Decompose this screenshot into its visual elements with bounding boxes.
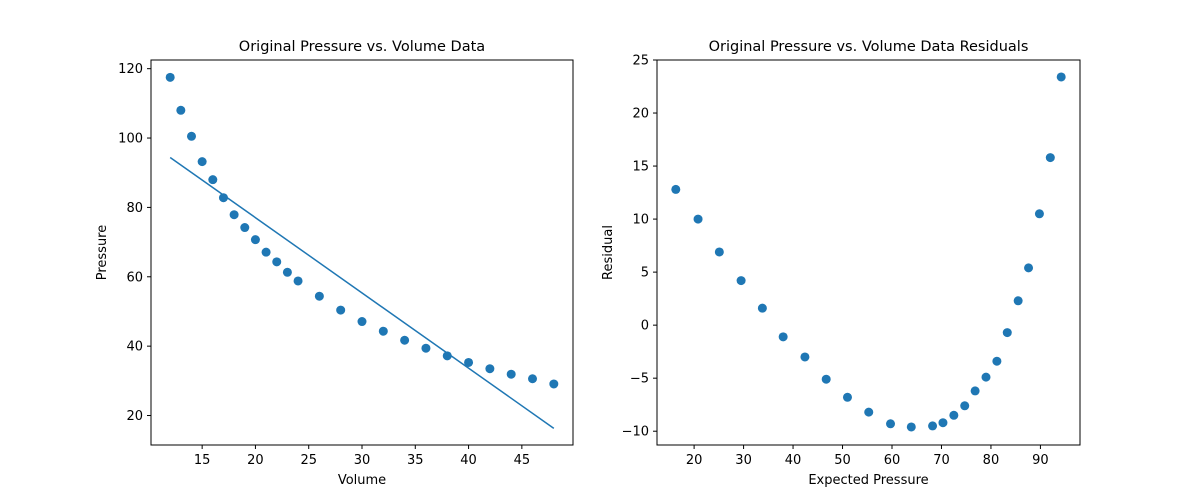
x-tick-label: 30	[735, 453, 752, 468]
data-point	[506, 369, 516, 379]
data-point	[992, 356, 1002, 366]
data-point	[442, 351, 452, 361]
data-point	[314, 291, 324, 301]
data-marks	[165, 72, 559, 429]
x-axis-label: Volume	[338, 473, 386, 488]
pressure-volume-panel: Original Pressure vs. Volume Data Volume…	[95, 39, 574, 488]
data-point	[1034, 209, 1044, 219]
x-tick-label: 30	[354, 453, 371, 468]
data-point	[714, 247, 724, 257]
data-point	[240, 223, 250, 233]
data-point	[464, 357, 474, 367]
y-tick-label: 15	[632, 160, 649, 175]
data-point	[1045, 153, 1055, 163]
data-point	[886, 419, 896, 429]
x-tick-label: 70	[933, 453, 950, 468]
chart-title: Original Pressure vs. Volume Data Residu…	[709, 39, 1029, 55]
y-tick-label: 120	[118, 62, 143, 77]
data-point	[176, 105, 186, 115]
data-point	[960, 401, 970, 411]
data-point	[357, 317, 367, 327]
data-point	[250, 235, 260, 245]
data-point	[528, 374, 538, 384]
data-point	[821, 374, 831, 384]
data-point	[197, 157, 207, 167]
data-point	[800, 352, 810, 362]
x-tick-label: 20	[686, 453, 703, 468]
chart-title: Original Pressure vs. Volume Data	[239, 39, 485, 55]
data-marks	[671, 72, 1066, 432]
data-point	[778, 332, 788, 342]
data-point	[400, 335, 410, 345]
y-tick-label: 5	[641, 266, 649, 281]
data-point	[261, 247, 271, 257]
plot-frame	[656, 59, 1081, 446]
y-tick-label: 80	[126, 201, 143, 216]
data-point	[949, 410, 959, 420]
data-point	[421, 343, 431, 353]
x-tick-label: 40	[785, 453, 802, 468]
data-point	[842, 392, 852, 402]
data-point	[485, 364, 495, 374]
data-point	[165, 72, 175, 82]
data-point	[272, 257, 282, 267]
x-tick-label: 60	[884, 453, 901, 468]
data-point	[1013, 296, 1023, 306]
data-point	[864, 407, 874, 417]
data-point	[378, 326, 388, 336]
data-point	[293, 276, 303, 286]
data-point	[208, 175, 218, 185]
data-point	[970, 386, 980, 396]
x-tick-label: 20	[247, 453, 264, 468]
residuals-panel: Original Pressure vs. Volume Data Residu…	[601, 39, 1081, 488]
axis-ticks: 15 20 25 30 35 40 45 20 40 60 80 100 120	[118, 62, 530, 468]
data-point	[736, 276, 746, 286]
x-tick-label: 15	[194, 453, 211, 468]
data-point	[981, 372, 991, 382]
x-axis-label: Expected Pressure	[808, 473, 928, 488]
data-point	[282, 267, 292, 277]
data-point	[906, 422, 916, 432]
y-tick-label: 0	[641, 319, 649, 334]
x-tick-label: 90	[1032, 453, 1049, 468]
x-tick-label: 50	[834, 453, 851, 468]
y-tick-label: 40	[126, 340, 143, 355]
y-tick-label: −5	[630, 372, 649, 387]
y-tick-label: −10	[622, 425, 649, 440]
data-point	[928, 421, 938, 431]
data-point	[938, 418, 948, 428]
y-tick-label: 10	[632, 213, 649, 228]
data-point	[693, 214, 703, 224]
y-axis-label: Pressure	[95, 225, 110, 281]
y-tick-label: 20	[632, 107, 649, 122]
x-tick-label: 25	[300, 453, 317, 468]
fit-line	[169, 156, 555, 429]
x-tick-label: 45	[514, 453, 531, 468]
x-tick-label: 80	[983, 453, 1000, 468]
data-point	[229, 210, 239, 220]
plot-frame	[150, 59, 574, 446]
data-point	[1002, 328, 1012, 338]
x-tick-label: 35	[407, 453, 424, 468]
y-axis-label: Residual	[601, 225, 616, 280]
data-point	[1024, 263, 1034, 273]
axis-ticks: 20 30 40 50 60 70 80 90 −10 −5 0 5 10 15 20 25	[622, 54, 1049, 469]
data-point	[671, 184, 681, 194]
data-point	[186, 131, 196, 141]
y-tick-label: 20	[126, 409, 143, 424]
data-point	[757, 303, 767, 313]
data-point	[549, 379, 559, 389]
y-tick-label: 100	[118, 132, 143, 147]
data-point	[218, 193, 228, 203]
data-point	[336, 305, 346, 315]
y-tick-label: 60	[126, 270, 143, 285]
x-tick-label: 40	[460, 453, 477, 468]
data-point	[1056, 72, 1066, 82]
y-tick-label: 25	[632, 54, 649, 69]
